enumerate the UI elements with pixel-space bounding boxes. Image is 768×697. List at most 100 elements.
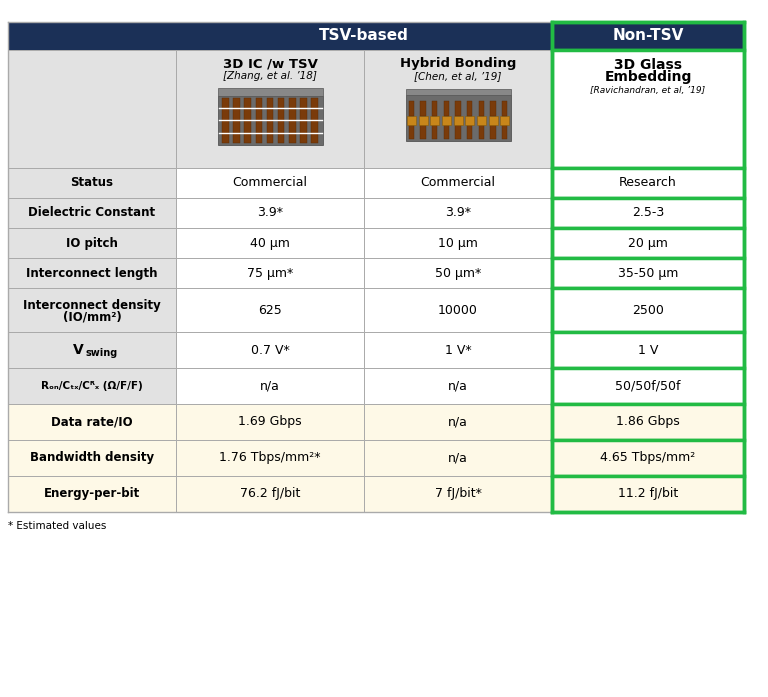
Bar [467,101,472,116]
Bar [502,124,508,139]
Bar [8,168,176,198]
Bar [442,116,451,125]
Bar [671,131,700,151]
Text: 3.9*: 3.9* [257,206,283,220]
Bar [552,228,744,258]
Bar [409,101,414,116]
Bar [406,95,511,141]
Bar [176,168,364,198]
Bar [444,124,449,139]
Bar [364,50,552,168]
Bar [364,198,552,228]
Bar [409,124,414,139]
Text: 20 µm: 20 µm [628,236,668,250]
Text: n/a: n/a [448,415,468,429]
Bar [478,101,484,116]
Bar [364,332,552,368]
Text: IO pitch: IO pitch [66,236,118,250]
Bar [420,101,425,116]
Text: 35-50 µm: 35-50 µm [617,266,678,279]
Text: (IO/mm²): (IO/mm²) [63,310,121,323]
Text: Interconnect density: Interconnect density [23,298,161,312]
Bar [8,288,176,332]
Bar [502,101,508,116]
Text: n/a: n/a [448,379,468,392]
Bar [552,198,744,228]
Bar [289,98,296,143]
Text: TSV-based: TSV-based [319,29,409,43]
Text: [Zhang, et al. ’18]: [Zhang, et al. ’18] [223,71,317,81]
Bar [552,332,744,368]
Text: 1.69 Gbps: 1.69 Gbps [238,415,302,429]
Text: Status: Status [71,176,114,190]
Text: Non-TSV: Non-TSV [612,29,684,43]
Bar [8,476,176,512]
Bar [595,131,625,151]
Bar [176,368,364,404]
Bar [300,98,306,143]
Bar [278,98,284,143]
Text: n/a: n/a [260,379,280,392]
Bar [311,98,318,143]
Bar [655,114,660,132]
Text: 2500: 2500 [632,303,664,316]
Bar [552,22,744,50]
Text: [Chen, et al, ’19]: [Chen, et al, ’19] [414,71,502,81]
Bar [611,102,634,115]
Text: Bandwidth density: Bandwidth density [30,452,154,464]
Text: 75 µm*: 75 µm* [247,266,293,279]
Bar [364,476,552,512]
Text: 3D IC /w TSV: 3D IC /w TSV [223,57,317,70]
Bar [364,258,552,288]
Bar [430,116,439,125]
Bar [552,476,744,512]
Text: 76.2 fJ/bit: 76.2 fJ/bit [240,487,300,500]
Text: V: V [73,343,84,357]
Bar [552,440,744,476]
Bar [244,98,251,143]
Bar [364,168,552,198]
Bar [8,50,176,168]
Bar [406,89,511,95]
Text: Hybrid Bonding: Hybrid Bonding [400,57,516,70]
Bar [176,288,364,332]
Bar [176,476,364,512]
Bar [626,114,631,132]
Text: Dielectric Constant: Dielectric Constant [28,206,156,220]
Text: Rₒₙ/Cₜₓ/Cᴿₓ (Ω/F/F): Rₒₙ/Cₜₓ/Cᴿₓ (Ω/F/F) [41,381,143,391]
Bar [552,288,744,332]
Text: Research: Research [619,176,677,190]
Text: [Ravichandran, et al, ’19]: [Ravichandran, et al, ’19] [591,86,706,95]
Text: Energy-per-bit: Energy-per-bit [44,487,140,500]
Text: 7 fJ/bit*: 7 fJ/bit* [435,487,482,500]
Bar [8,198,176,228]
Text: Interconnect length: Interconnect length [26,266,157,279]
Bar [552,404,744,440]
Text: 1 V: 1 V [637,344,658,356]
Text: 1.76 Tbps/mm²*: 1.76 Tbps/mm²* [219,452,321,464]
Bar [266,98,273,143]
Bar [595,115,700,131]
Bar [490,124,496,139]
Bar [176,198,364,228]
Text: 3.9*: 3.9* [445,206,471,220]
Bar [665,114,670,132]
Bar [662,102,685,115]
Text: 10000: 10000 [438,303,478,316]
Bar [364,368,552,404]
Text: 10 µm: 10 µm [438,236,478,250]
Text: 40 µm: 40 µm [250,236,290,250]
Bar [636,114,641,132]
Bar [364,228,552,258]
Text: * Estimated values: * Estimated values [8,521,107,531]
Text: swing: swing [86,348,118,358]
Bar [217,88,323,96]
Bar [176,404,364,440]
Text: 1.86 Gbps: 1.86 Gbps [616,415,680,429]
Bar [477,116,486,125]
Bar [364,440,552,476]
Bar [500,116,509,125]
Bar [364,404,552,440]
Bar [8,404,176,440]
Bar [478,124,484,139]
